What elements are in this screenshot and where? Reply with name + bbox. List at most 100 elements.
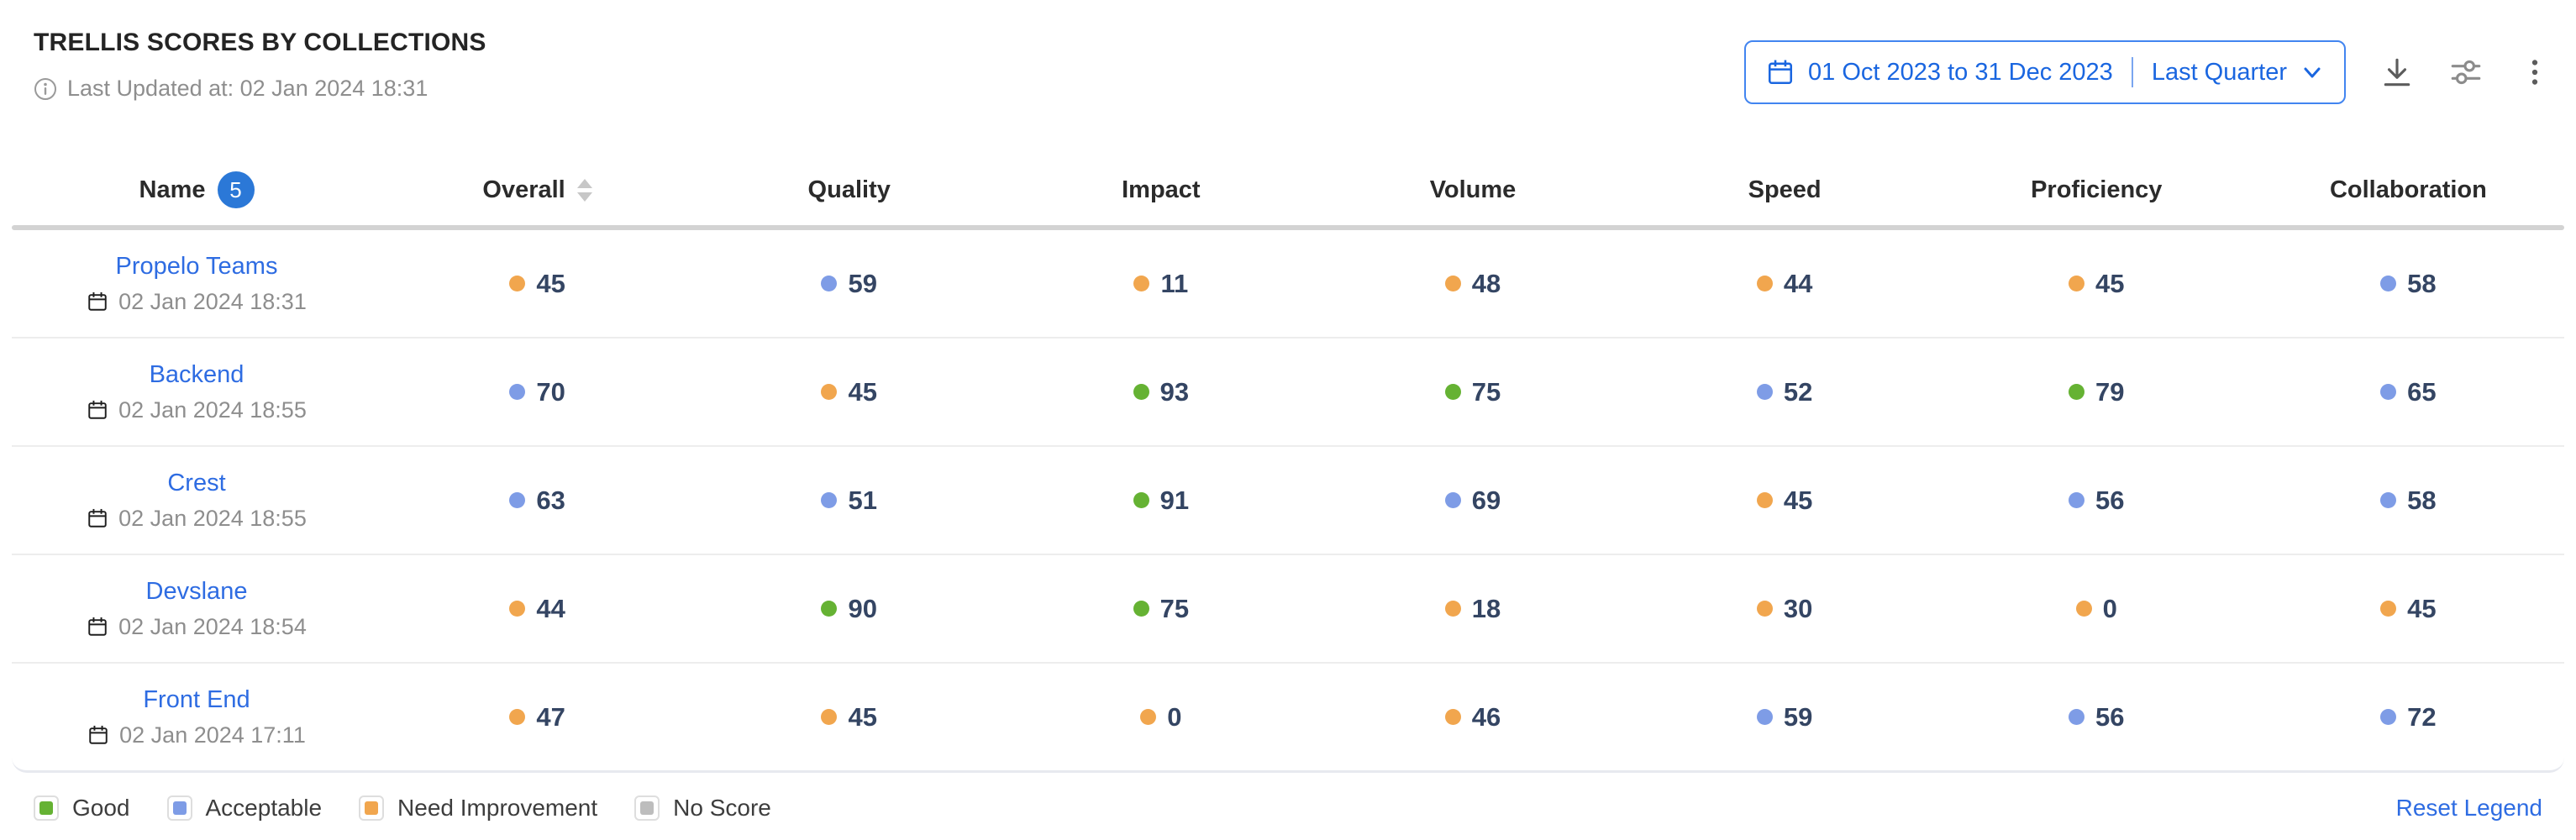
score-value: 44 [536,593,565,623]
score-value: 59 [1783,701,1813,732]
score-value: 69 [1471,485,1501,515]
calendar-icon [1766,58,1795,87]
table-row: Propelo Teams 02 Jan 2024 18:31 45 59 11… [12,230,2564,337]
score-value: 72 [2407,701,2437,732]
score-dot [1133,276,1150,291]
score-cell: 75 [1317,377,1628,407]
column-header-name: Name 5 [12,171,381,208]
score-value: 30 [1783,593,1813,623]
legend-checkbox [166,795,192,821]
column-header-impact: Impact [1005,176,1317,204]
column-header-collaboration: Collaboration [2253,176,2564,204]
row-count-badge: 5 [217,171,255,208]
widget-header-left: TRELLIS SCORES BY COLLECTIONS Last Updat… [34,29,486,102]
score-dot [509,492,526,508]
score-dot [2069,492,2085,508]
legend-item[interactable]: No Score [634,795,771,822]
row-date-line: 02 Jan 2024 18:31 [87,289,307,315]
score-dot [2069,276,2085,291]
score-cell: 51 [693,486,1005,516]
column-label: Impact [1122,176,1201,203]
last-updated-text: Last Updated at: 02 Jan 2024 18:31 [67,76,428,101]
score-dot [509,601,526,617]
score-cell: 72 [2253,702,2564,732]
column-header-quality: Quality [693,176,1005,204]
widget-toolbar: 01 Oct 2023 to 31 Dec 2023 Last Quarter [1744,40,2552,104]
score-value: 0 [2102,593,2117,623]
score-cell: 11 [1005,269,1317,299]
collection-link[interactable]: Front End [143,685,250,713]
column-label: Volume [1429,176,1517,203]
collection-link[interactable]: Backend [149,360,244,388]
name-cell: Front End 02 Jan 2024 17:11 [12,686,381,748]
legend-swatch-icon [365,801,379,815]
date-preset-text: Last Quarter [2151,58,2287,86]
score-value: 18 [1471,593,1501,623]
info-icon [34,77,57,101]
legend-item[interactable]: Good [34,795,130,822]
column-header-proficiency: Proficiency [1941,176,2253,204]
score-dot [2380,492,2397,508]
score-value: 48 [1471,268,1501,298]
score-cell: 45 [693,377,1005,407]
legend-checkbox [634,795,660,821]
score-dot [1133,601,1149,617]
collection-link[interactable]: Crest [167,469,226,496]
legend-item[interactable]: Need Improvement [359,795,597,822]
download-button[interactable] [2379,55,2415,90]
score-dot [821,384,838,400]
score-cell: 52 [1629,377,1941,407]
row-date-line: 02 Jan 2024 18:54 [87,614,307,640]
score-cell: 45 [1629,486,1941,516]
score-value: 44 [1783,268,1813,298]
score-cell: 69 [1317,486,1628,516]
column-label: Name [139,176,206,203]
reset-legend-link[interactable]: Reset Legend [2395,795,2542,821]
widget-header: TRELLIS SCORES BY COLLECTIONS Last Updat… [12,22,2564,144]
kebab-menu-icon[interactable] [2517,55,2552,90]
row-date: 02 Jan 2024 17:11 [119,722,306,748]
table-row: Devslane 02 Jan 2024 18:54 44 90 75 18 3… [12,554,2564,662]
score-cell: 46 [1317,702,1628,732]
score-value: 0 [1167,701,1182,732]
score-value: 93 [1159,376,1190,407]
sort-icon[interactable] [576,178,592,202]
score-value: 65 [2407,376,2437,407]
legend-label: Need Improvement [397,795,598,821]
legend-swatch-icon [640,801,655,815]
date-range-text: 01 Oct 2023 to 31 Dec 2023 [1808,58,2113,86]
legend-item[interactable]: Acceptable [166,795,322,822]
score-cell: 30 [1629,594,1941,624]
filters-icon[interactable] [2448,55,2484,90]
score-value: 91 [1159,485,1190,515]
score-dot [509,384,526,400]
collection-link[interactable]: Propelo Teams [115,252,278,280]
score-value: 45 [1783,485,1813,515]
last-updated-line: Last Updated at: 02 Jan 2024 18:31 [34,76,486,102]
calendar-icon [87,291,108,312]
score-cell: 56 [1941,702,2253,732]
score-value: 46 [1471,701,1501,732]
calendar-icon [87,616,108,638]
row-date-line: 02 Jan 2024 17:11 [87,722,306,748]
score-dot [821,601,838,617]
column-header-speed: Speed [1629,176,1941,204]
score-cell: 91 [1005,486,1317,516]
calendar-icon [87,507,108,529]
score-cell: 47 [381,702,693,732]
legend-checkbox [359,795,385,821]
score-dot [1756,601,1773,617]
score-dot [2380,276,2397,291]
score-cell: 79 [1941,377,2253,407]
score-value: 45 [848,376,877,407]
table-row: Backend 02 Jan 2024 18:55 70 45 93 75 52… [12,337,2564,445]
score-dot [1756,709,1773,725]
score-cell: 0 [1005,702,1317,732]
collection-link[interactable]: Devslane [145,577,248,605]
column-header-overall[interactable]: Overall [381,176,693,204]
legend-label: No Score [673,795,771,821]
date-range-button[interactable]: 01 Oct 2023 to 31 Dec 2023 Last Quarter [1744,40,2346,104]
calendar-icon [87,724,109,746]
score-dot [1756,492,1773,508]
score-cell: 45 [1941,269,2253,299]
